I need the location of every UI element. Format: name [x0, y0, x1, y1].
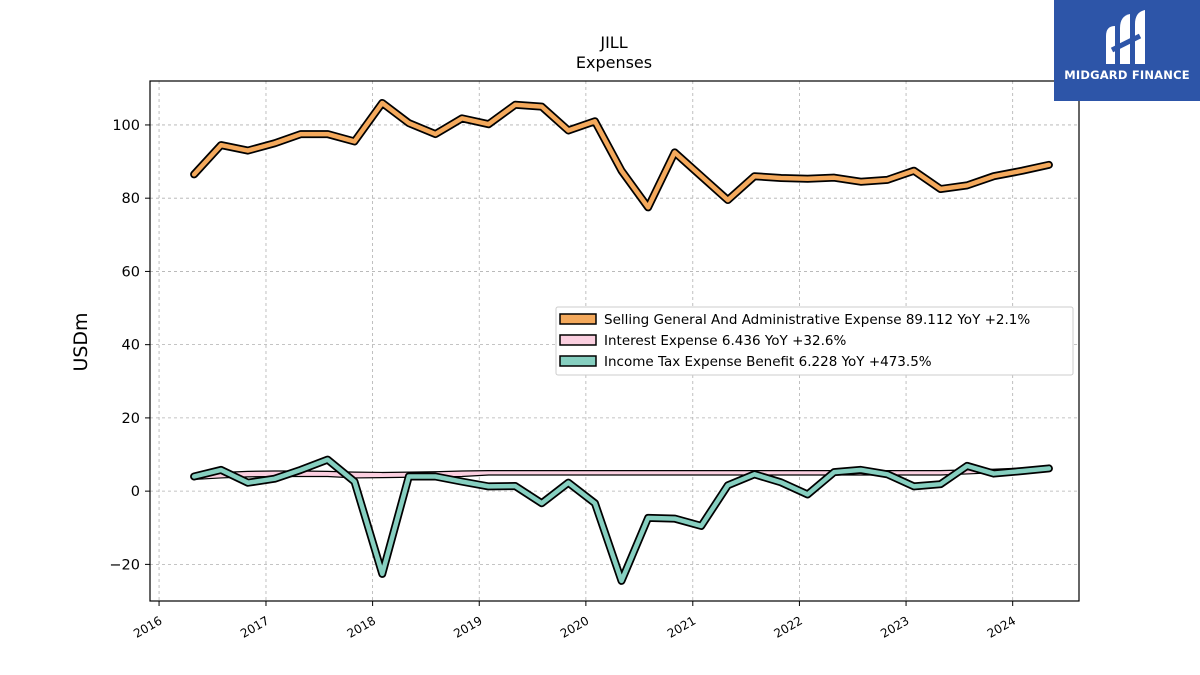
y-tick-label: 0 [131, 484, 140, 500]
legend: Selling General And Administrative Expen… [555, 306, 1074, 376]
interest-expense-lower-line [194, 468, 1049, 481]
x-tick-label: 2019 [451, 613, 484, 640]
legend-label: Income Tax Expense Benefit 6.228 YoY +47… [604, 354, 932, 370]
series-layer [190, 98, 1053, 585]
chart-subtitle: Expenses [576, 53, 652, 72]
selling-general-and-administrative-expense-outline [190, 98, 1053, 212]
x-tick-label: 2022 [771, 613, 804, 640]
legend-label: Selling General And Administrative Expen… [604, 312, 1030, 328]
x-tick-label: 2017 [238, 613, 271, 640]
legend-label: Interest Expense 6.436 YoY +32.6% [604, 333, 846, 349]
legend-item-income-tax: Income Tax Expense Benefit 6.228 YoY +47… [559, 354, 932, 370]
brand-mark-icon [1106, 10, 1145, 64]
x-tick-label: 2024 [985, 613, 1018, 640]
legend-swatch [559, 355, 597, 367]
y-tick-label: 100 [112, 118, 140, 134]
axes: −20 0 20 40 60 80 100 2016 2017 2018 2019 2020 2021 2… [109, 118, 1018, 641]
y-axis-label: USDm [70, 312, 92, 371]
x-tick-label: 2018 [345, 613, 378, 640]
x-tick-label: 2020 [558, 613, 591, 640]
brand-name: MIDGARD FINANCE [1064, 68, 1190, 82]
legend-item-sga: Selling General And Administrative Expen… [559, 312, 1030, 328]
y-tick-label: 60 [122, 264, 140, 280]
selling-general-and-administrative-expense-line [191, 100, 1052, 210]
x-tick-label: 2016 [131, 613, 164, 640]
legend-box [555, 306, 1074, 376]
income-tax-expense-benefit-line [191, 457, 1052, 584]
x-tick-label: 2021 [665, 613, 698, 640]
legend-swatch [559, 334, 597, 346]
legend-swatch [559, 313, 597, 325]
y-tick-label: 80 [122, 191, 140, 207]
y-tick-label: −20 [109, 557, 140, 573]
x-tick-label: 2023 [878, 613, 911, 640]
y-tick-label: 40 [122, 338, 140, 354]
income-tax-expense-benefit-outline [190, 455, 1053, 585]
chart-title: JILL [599, 33, 627, 52]
legend-item-interest: Interest Expense 6.436 YoY +32.6% [559, 333, 846, 349]
interest-expense-band [194, 467, 1049, 480]
brand-logo: MIDGARD FINANCE [1054, 0, 1200, 101]
y-tick-label: 20 [122, 411, 140, 427]
plot-frame [149, 80, 1080, 602]
